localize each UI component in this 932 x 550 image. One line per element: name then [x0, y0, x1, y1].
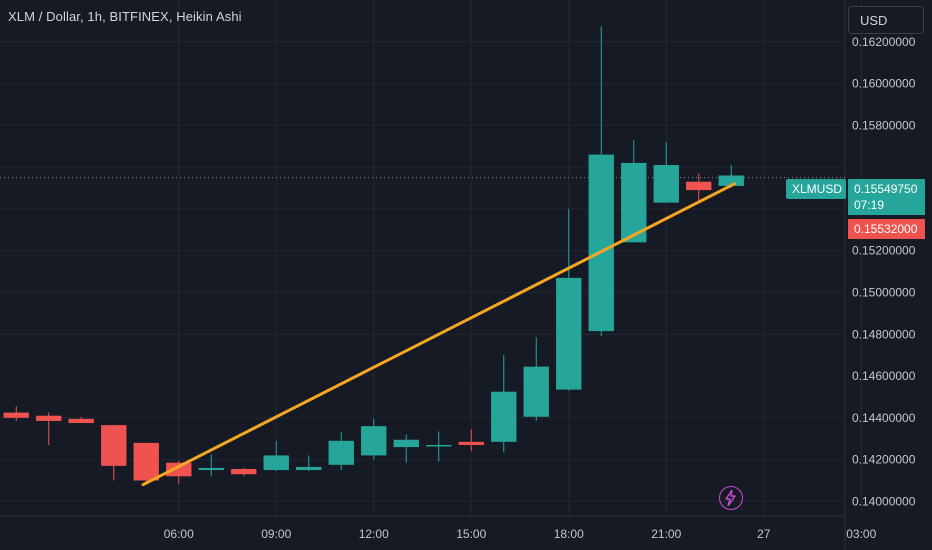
price-tick-label: 0.15000000: [852, 285, 916, 299]
candle-body: [458, 441, 484, 445]
price-tick-label: 0.14800000: [852, 327, 916, 341]
candle-body: [361, 426, 387, 456]
candle-body: [263, 455, 289, 471]
candle-body: [68, 418, 94, 424]
price-tick-label: 0.16000000: [852, 77, 916, 91]
last-price-value: 0.15549750: [854, 182, 918, 196]
time-tick-label: 12:00: [359, 527, 389, 541]
time-tick-label: 21:00: [651, 527, 681, 541]
candle-bullish: [621, 139, 647, 243]
time-tick-label: 09:00: [261, 527, 291, 541]
candle-body: [36, 415, 62, 421]
candle-bearish: [231, 467, 257, 477]
candle-bearish: [166, 460, 192, 484]
candle-bearish: [68, 416, 94, 424]
candle-body: [653, 165, 679, 203]
candle-bullish: [263, 440, 289, 472]
time-axis: 06:00 09:00 12:00 15:00 18:00 21:00 27 03:00: [164, 527, 877, 541]
candle-body: [133, 442, 159, 481]
time-tick-label: 15:00: [456, 527, 486, 541]
candle-body: [166, 462, 192, 477]
candle-bullish: [198, 454, 224, 477]
price-tick-label: 0.14000000: [852, 494, 916, 508]
price-axis: 0.14000000 0.14200000 0.14400000 0.14600000…: [852, 35, 916, 509]
candles: [3, 26, 744, 484]
currency-button[interactable]: USD: [848, 6, 924, 34]
symbol-tag: XLMUSD: [786, 179, 846, 199]
candle-body: [198, 467, 224, 471]
price-tick-label: 0.16200000: [852, 35, 916, 49]
candle-bullish: [588, 26, 614, 337]
candle-bearish: [3, 406, 29, 421]
candle-bullish: [426, 431, 452, 462]
candle-bearish: [133, 442, 159, 483]
candle-bearish: [36, 412, 62, 445]
time-tick-label: 27: [757, 527, 771, 541]
candle-bullish: [556, 208, 582, 391]
candle-bullish: [653, 142, 679, 203]
candle-body: [588, 154, 614, 332]
candle-bullish: [523, 337, 549, 421]
candle-body: [296, 466, 322, 471]
candle-body: [523, 366, 549, 417]
chart-title: XLM / Dollar, 1h, BITFINEX, Heikin Ashi: [8, 9, 242, 24]
candle-bullish: [328, 432, 354, 471]
previous-close-label: 0.15532000: [848, 219, 925, 239]
last-price-label: 0.15549750 07:19: [848, 179, 925, 215]
candle-body: [686, 181, 712, 191]
candle-body: [101, 425, 127, 466]
price-tick-label: 0.14400000: [852, 411, 916, 425]
time-tick-label: 03:00: [846, 527, 876, 541]
candle-bearish: [686, 173, 712, 203]
time-tick-label: 18:00: [554, 527, 584, 541]
candle-bullish: [393, 434, 419, 463]
candle-body: [491, 391, 517, 442]
price-tick-label: 0.14600000: [852, 369, 916, 383]
trendline: [141, 182, 736, 487]
time-tick-label: 06:00: [164, 527, 194, 541]
candle-body: [393, 439, 419, 448]
candle-body: [556, 277, 582, 390]
candle-bullish: [296, 455, 322, 472]
price-tick-label: 0.15200000: [852, 244, 916, 258]
bar-countdown: 07:19: [854, 198, 885, 212]
price-tick-label: 0.14200000: [852, 453, 916, 467]
candle-body: [718, 175, 744, 186]
candle-bullish: [361, 418, 387, 460]
candle-bearish: [101, 425, 127, 481]
lightning-bolt-icon[interactable]: [719, 486, 743, 510]
candle-bullish: [491, 355, 517, 453]
chart-grid: [0, 0, 862, 516]
candle-body: [231, 468, 257, 475]
candle-body: [426, 444, 452, 447]
candle-bearish: [458, 429, 484, 452]
price-tick-label: 0.15800000: [852, 118, 916, 132]
candle-body: [328, 440, 354, 465]
candle-body: [3, 412, 29, 418]
